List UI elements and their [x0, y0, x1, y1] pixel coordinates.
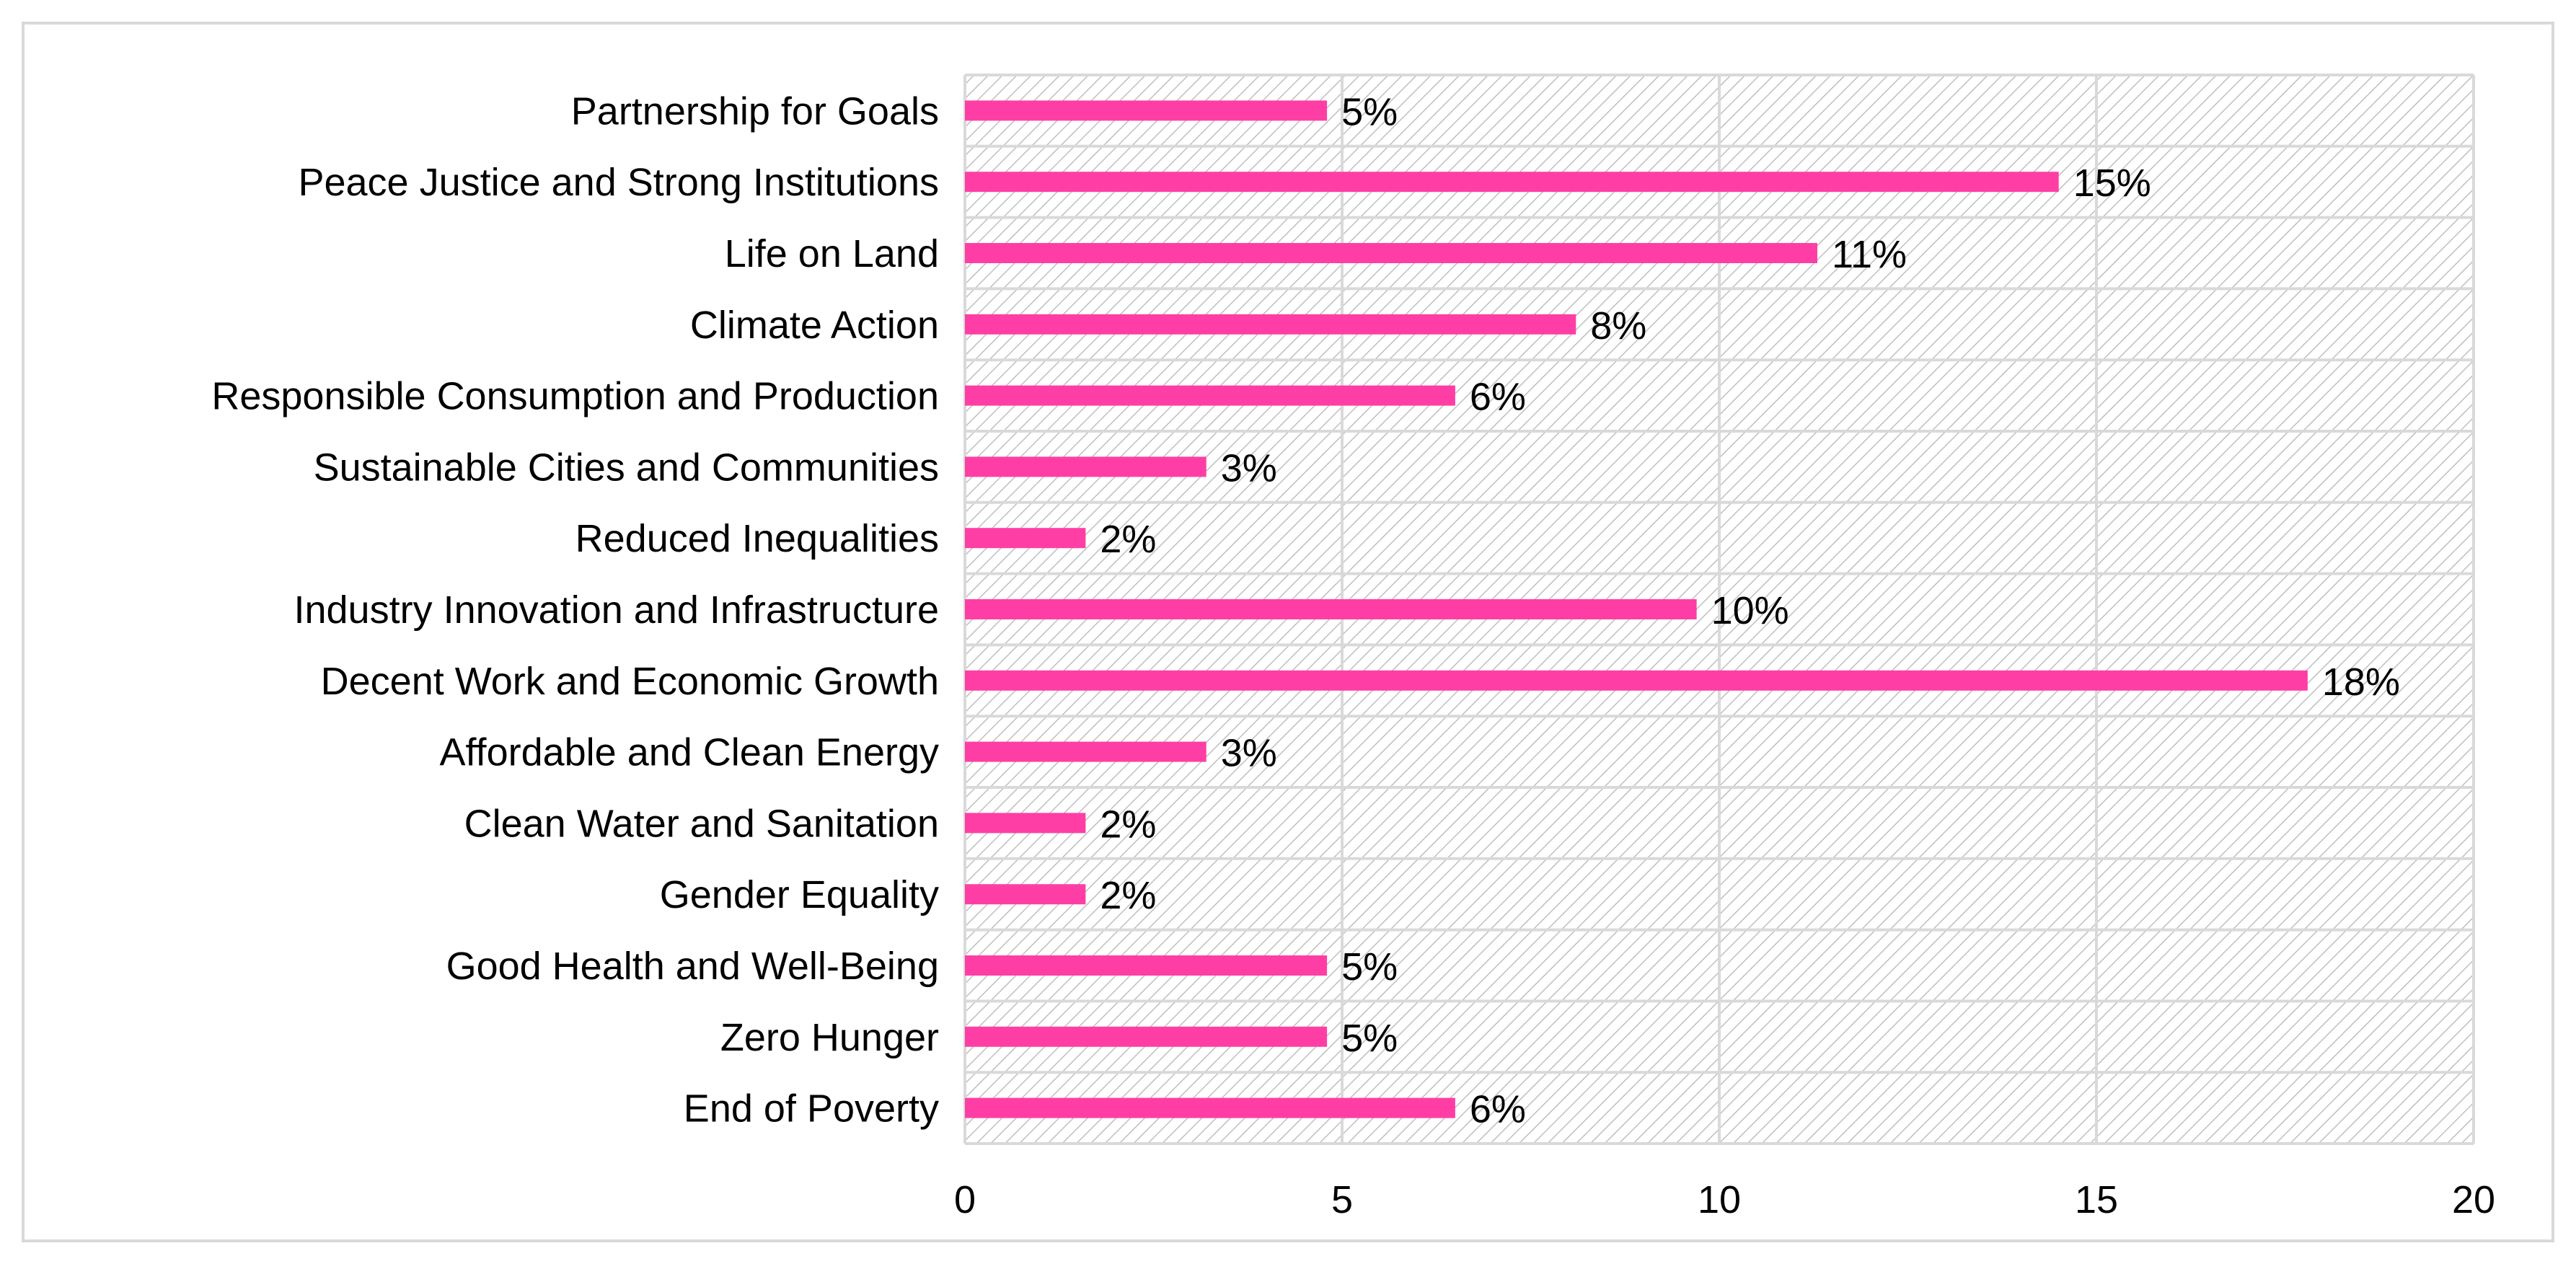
category-label: Life on Land — [725, 232, 939, 275]
category-label: Sustainable Cities and Communities — [314, 446, 939, 489]
data-label: 2% — [1100, 874, 1156, 917]
data-label: 11% — [1832, 233, 1907, 276]
bar — [965, 813, 1086, 834]
x-tick-label: 10 — [1698, 1178, 1741, 1221]
data-label: 18% — [2322, 660, 2400, 704]
bar — [965, 1026, 1328, 1047]
category-label: Gender Equality — [660, 873, 939, 916]
category-label: Clean Water and Sanitation — [464, 802, 939, 845]
category-label: Reduced Inequalities — [575, 517, 939, 560]
bar-chart: Partnership for Goals Peace Justice and S… — [211, 74, 2495, 1221]
bar — [965, 955, 1328, 976]
data-label: 5% — [1341, 1017, 1398, 1060]
data-label: 10% — [1711, 589, 1789, 632]
category-label: Affordable and Clean Energy — [440, 731, 939, 774]
bar — [965, 599, 1697, 619]
bar — [965, 100, 1328, 121]
data-label: 5% — [1341, 945, 1398, 989]
x-tick-label: 5 — [1331, 1178, 1353, 1221]
data-label: 5% — [1341, 90, 1398, 133]
bar — [965, 314, 1576, 335]
bar — [965, 1097, 1455, 1118]
category-label: Responsible Consumption and Production — [211, 375, 939, 418]
bar — [965, 172, 2059, 193]
bar — [965, 741, 1207, 762]
bar — [965, 528, 1086, 549]
data-label: 6% — [1470, 1088, 1526, 1131]
bar — [965, 243, 1817, 263]
category-label: Good Health and Well-Being — [446, 945, 939, 988]
bar — [965, 456, 1207, 477]
bar — [965, 884, 1086, 905]
data-label: 15% — [2073, 162, 2151, 205]
data-label: 8% — [1590, 304, 1646, 348]
category-label: Industry Innovation and Infrastructure — [294, 588, 939, 632]
data-label: 6% — [1470, 376, 1526, 419]
category-label: Zero Hunger — [720, 1016, 939, 1059]
data-label: 3% — [1221, 446, 1277, 490]
bar — [965, 385, 1455, 406]
data-label: 2% — [1100, 803, 1156, 846]
category-label: End of Poverty — [684, 1087, 939, 1131]
category-label: Decent Work and Economic Growth — [321, 660, 939, 703]
data-label: 2% — [1100, 518, 1156, 561]
bar — [965, 670, 2308, 691]
x-tick-label: 15 — [2075, 1178, 2118, 1221]
chart-frame: Partnership for Goals Peace Justice and S… — [22, 22, 2554, 1242]
x-tick-label: 20 — [2452, 1178, 2495, 1221]
category-label: Climate Action — [690, 304, 939, 347]
category-label: Partnership for Goals — [571, 89, 939, 133]
data-label: 3% — [1221, 732, 1277, 775]
x-tick-label: 0 — [954, 1178, 976, 1221]
category-label: Peace Justice and Strong Institutions — [298, 161, 939, 204]
